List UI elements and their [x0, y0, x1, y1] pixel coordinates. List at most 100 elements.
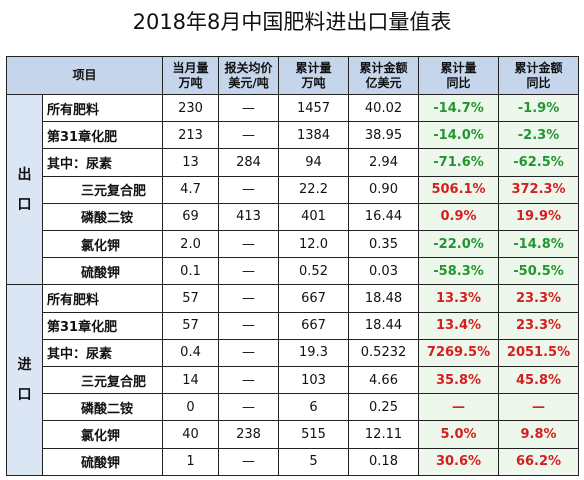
row-item-name: 氯化钾 [41, 230, 164, 259]
header-cum-value-yoy: 累计金额 同比 [498, 56, 580, 95]
cum-value-cell: 0.18 [348, 447, 420, 477]
cum-qty-cell: 103 [278, 366, 350, 395]
cum-value-yoy-cell: 45.8% [498, 366, 580, 395]
month-qty-cell: 57 [162, 311, 220, 340]
cum-qty-yoy-cell: -14.0% [418, 121, 500, 150]
avg-price-cell: — [218, 121, 280, 150]
cum-value-yoy-cell: 23.3% [498, 311, 580, 340]
cum-value-cell: 0.90 [348, 175, 420, 204]
cum-qty-cell: 1457 [278, 93, 350, 123]
header-cum-qty-yoy: 累计量 同比 [418, 56, 500, 95]
cum-qty-yoy-cell: 13.4% [418, 311, 500, 340]
cum-value-cell: 0.03 [348, 257, 420, 286]
cum-qty-yoy-cell: 506.1% [418, 175, 500, 204]
cum-value-yoy-cell: 23.3% [498, 284, 580, 313]
avg-price-cell: — [218, 284, 280, 313]
month-qty-cell: 4.7 [162, 175, 220, 204]
month-qty-cell: 57 [162, 284, 220, 313]
avg-price-cell: — [218, 447, 280, 477]
cum-qty-cell: 515 [278, 420, 350, 449]
avg-price-cell: — [218, 230, 280, 259]
cum-value-yoy-cell: 2051.5% [498, 338, 580, 368]
cum-value-cell: 0.5232 [348, 338, 420, 368]
row-item-name: 硫酸钾 [41, 447, 164, 477]
table-row: 磷酸二铵 0—6 0.25— — [7, 393, 580, 422]
cum-value-yoy-cell: 66.2% [498, 447, 580, 477]
row-item-name: 第31章化肥 [41, 311, 164, 340]
page-title: 2018年8月中国肥料进出口量值表 [132, 10, 452, 34]
cum-value-yoy-cell: 19.9% [498, 202, 580, 232]
cum-value-yoy-cell: 372.3% [498, 175, 580, 204]
cum-qty-yoy-cell: -22.0% [418, 230, 500, 259]
row-item-name: 磷酸二铵 [41, 393, 164, 422]
cum-qty-yoy-cell: 5.0% [418, 420, 500, 449]
month-qty-cell: 230 [162, 93, 220, 123]
import-group-label: 进口 [6, 284, 43, 476]
cum-qty-yoy-cell: 7269.5% [418, 338, 500, 368]
cum-qty-yoy-cell: -71.6% [418, 148, 500, 177]
row-item-name: 第31章化肥 [41, 121, 164, 150]
table-row: 氯化钾 40 238 515 12.11 5.0% 9.8% [7, 420, 580, 449]
cum-value-cell: 18.48 [348, 284, 420, 313]
cum-value-cell: 0.25 [348, 393, 420, 422]
table-row: 硫酸钾 0.1—0.52 0.03 -58.3% -50.5% [7, 257, 580, 286]
table-row: 磷酸二铵 69 413 401 16.44 0.9% 19.9% [7, 202, 580, 232]
cum-qty-cell: 22.2 [278, 175, 350, 204]
cum-qty-yoy-cell: 35.8% [418, 366, 500, 395]
header-item: 项目 [5, 56, 164, 95]
avg-price-cell: — [218, 393, 280, 422]
table-row: 第31章化肥 57—667 18.44 13.4% 23.3% [7, 311, 580, 340]
cum-qty-cell: 6 [278, 393, 350, 422]
cum-value-cell: 4.66 [348, 366, 420, 395]
row-item-name: 其中：尿素 [41, 338, 164, 368]
cum-value-yoy-cell: -62.5% [498, 148, 580, 177]
cum-qty-yoy-cell: 30.6% [418, 447, 500, 477]
cum-value-cell: 12.11 [348, 420, 420, 449]
table-row: 第31章化肥 213—1384 38.95 -14.0% -2.3% [7, 121, 580, 150]
row-item-name: 氯化钾 [41, 420, 164, 449]
month-qty-cell: 2.0 [162, 230, 220, 259]
row-item-name: 所有肥料 [41, 284, 164, 313]
cum-value-yoy-cell: -14.8% [498, 230, 580, 259]
cum-qty-cell: 667 [278, 284, 350, 313]
avg-price-cell: — [218, 175, 280, 204]
cum-qty-yoy-cell: — [418, 393, 500, 422]
avg-price-cell: 284 [218, 148, 280, 177]
avg-price-cell: — [218, 366, 280, 395]
row-item-name: 三元复合肥 [41, 175, 164, 204]
month-qty-cell: 40 [162, 420, 220, 449]
table-row: 出口所有肥料 230—1457 40.02 -14.7% -1.9% [6, 93, 580, 286]
header-avg-price: 报关均价 美元/吨 [218, 56, 280, 95]
cum-value-cell: 0.35 [348, 230, 420, 259]
month-qty-cell: 213 [162, 121, 220, 150]
month-qty-cell: 0 [162, 393, 220, 422]
cum-value-yoy-cell: -2.3% [498, 121, 580, 150]
month-qty-cell: 0.1 [162, 257, 220, 286]
avg-price-cell: — [218, 338, 280, 368]
cum-qty-cell: 94 [278, 148, 350, 177]
cum-qty-cell: 401 [278, 202, 350, 232]
cum-qty-cell: 19.3 [278, 338, 350, 368]
cum-qty-cell: 0.52 [278, 257, 350, 286]
row-item-name: 其中：尿素 [41, 148, 164, 177]
cum-qty-yoy-cell: -58.3% [418, 257, 500, 286]
table-row: 三元复合肥 14—103 4.66 35.8% 45.8% [7, 366, 580, 395]
table-row: 三元复合肥 4.7—22.2 0.90 506.1% 372.3% [7, 175, 580, 204]
cum-value-cell: 18.44 [348, 311, 420, 340]
cum-value-yoy-cell: 9.8% [498, 420, 580, 449]
row-item-name: 磷酸二铵 [41, 202, 164, 232]
row-item-name: 硫酸钾 [41, 257, 164, 286]
cum-qty-cell: 667 [278, 311, 350, 340]
cum-value-yoy-cell: — [498, 393, 580, 422]
row-item-name: 三元复合肥 [41, 366, 164, 395]
avg-price-cell: 413 [218, 202, 280, 232]
avg-price-cell: — [218, 93, 280, 123]
table-row: 其中：尿素 0.4—19.3 0.5232 7269.5% 2051.5% [7, 338, 580, 368]
cum-qty-cell: 5 [278, 447, 350, 477]
table-row: 硫酸钾 1—5 0.18 30.6% 66.2% [7, 447, 580, 477]
avg-price-cell: — [218, 257, 280, 286]
header-row: 项目 当月量 万吨 报关均价 美元/吨 累计量 万吨 累计金额 亿美元 累计量 同比 累计… [5, 56, 580, 95]
cum-qty-yoy-cell: -14.7% [418, 93, 500, 123]
month-qty-cell: 1 [162, 447, 220, 477]
avg-price-cell: — [218, 311, 280, 340]
